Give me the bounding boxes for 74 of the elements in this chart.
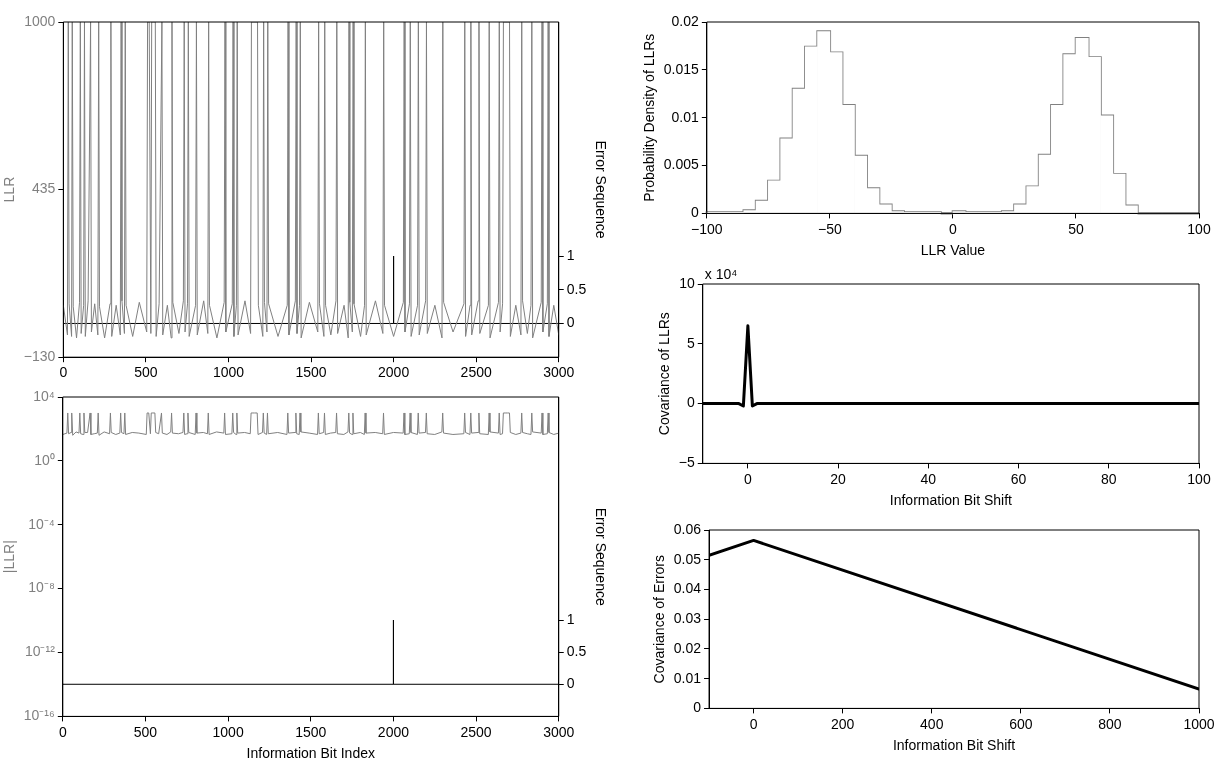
x-tick-label: 1000: [212, 364, 245, 381]
y-tick-label: 10⁴: [33, 387, 55, 404]
y2-tick-label: 1: [566, 610, 575, 627]
x-tick-label: 1500: [295, 723, 327, 740]
x-tick-label: −50: [818, 220, 842, 237]
y2-tick-label: 0: [566, 314, 575, 331]
x-tick-label: 100: [1187, 220, 1211, 237]
x-tick-label: 2000: [377, 723, 410, 740]
y-tick-label: 0.015: [663, 60, 700, 77]
y-tick-label: 0: [693, 699, 702, 716]
text: x 10⁴: [704, 265, 738, 282]
y-tick-label: 0: [686, 394, 695, 411]
y2-tick-label: 0.5: [566, 280, 587, 297]
x-tick-label: 500: [134, 364, 158, 381]
y-axis-title: Covariance of Errors: [651, 555, 668, 684]
x-tick-label: 3000: [543, 723, 575, 740]
x-tick-label: 600: [1009, 715, 1033, 732]
y-tick-label: 5: [686, 334, 695, 351]
y-tick-label: −5: [678, 454, 695, 471]
x-tick-label: 80: [1100, 470, 1117, 487]
x-tick-label: 1000: [212, 723, 244, 740]
y-axis-title: |LLR|: [1, 540, 18, 574]
y2-axis-title: Error Sequence: [592, 507, 609, 606]
x-axis-title: Information Bit Shift: [889, 492, 1013, 509]
x-tick-label: 0: [743, 470, 752, 487]
x-axis-title: Information Bit Index: [246, 745, 375, 762]
y-tick-label: 0.02: [673, 639, 702, 656]
y2-tick-label: 0: [566, 675, 575, 692]
y2-tick-label: 1: [566, 246, 575, 263]
x-tick-label: −100: [691, 220, 723, 237]
x-tick-label: 0: [58, 723, 67, 740]
y-tick-label: 10: [679, 274, 695, 291]
y-axis-title: Covariance of LLRs: [656, 312, 673, 436]
y-tick-label: 0.01: [673, 669, 702, 686]
y-tick-label: 10⁻¹²: [24, 643, 56, 660]
x-tick-label: 500: [133, 723, 158, 740]
x-tick-label: 20: [830, 470, 847, 487]
y-axis-title: Probability Density of LLRs: [641, 33, 658, 202]
y-axis-title: LLR: [1, 176, 18, 203]
y-tick-label: 435: [31, 180, 56, 197]
x-tick-label: 0: [59, 364, 68, 381]
y-tick-label: 0.005: [663, 156, 700, 173]
x-tick-label: 50: [1068, 220, 1084, 237]
x-tick-label: 3000: [543, 364, 575, 381]
y-tick-label: 10⁻¹⁶: [23, 707, 55, 724]
x-axis-title: LLR Value: [920, 242, 986, 259]
x-tick-label: 60: [1010, 470, 1027, 487]
y-tick-label: 10⁰: [34, 451, 55, 468]
y2-axis-title: Error Sequence: [592, 140, 609, 239]
y-tick-label: 10⁻⁴: [28, 515, 55, 532]
x-tick-label: 1000: [1183, 715, 1215, 732]
y-tick-label: 0.03: [673, 610, 702, 627]
x-tick-label: 0: [949, 220, 958, 237]
x-axis-title: Information Bit Shift: [892, 737, 1016, 754]
x-tick-label: 40: [920, 470, 937, 487]
y-tick-label: 0.01: [671, 108, 700, 125]
x-tick-label: 2000: [378, 364, 410, 381]
x-tick-label: 2500: [460, 364, 492, 381]
y-tick-label: 0.05: [673, 550, 702, 567]
y-tick-label: 0: [691, 204, 700, 221]
y-tick-label: 1000: [24, 12, 56, 29]
x-tick-label: 200: [830, 715, 855, 732]
y-tick-label: 0.02: [671, 12, 700, 29]
y2-tick-label: 0.5: [566, 642, 587, 659]
y-tick-label: 0.06: [673, 520, 702, 537]
x-tick-label: 400: [920, 715, 944, 732]
x-tick-label: 1500: [295, 364, 327, 381]
x-tick-label: 800: [1098, 715, 1122, 732]
x-tick-label: 100: [1187, 470, 1211, 487]
y-tick-label: 10⁻⁸: [28, 579, 55, 596]
y-tick-label: −130: [23, 348, 56, 365]
x-tick-label: 2500: [460, 723, 492, 740]
x-tick-label: 0: [749, 715, 758, 732]
y-tick-label: 0.04: [673, 580, 702, 597]
